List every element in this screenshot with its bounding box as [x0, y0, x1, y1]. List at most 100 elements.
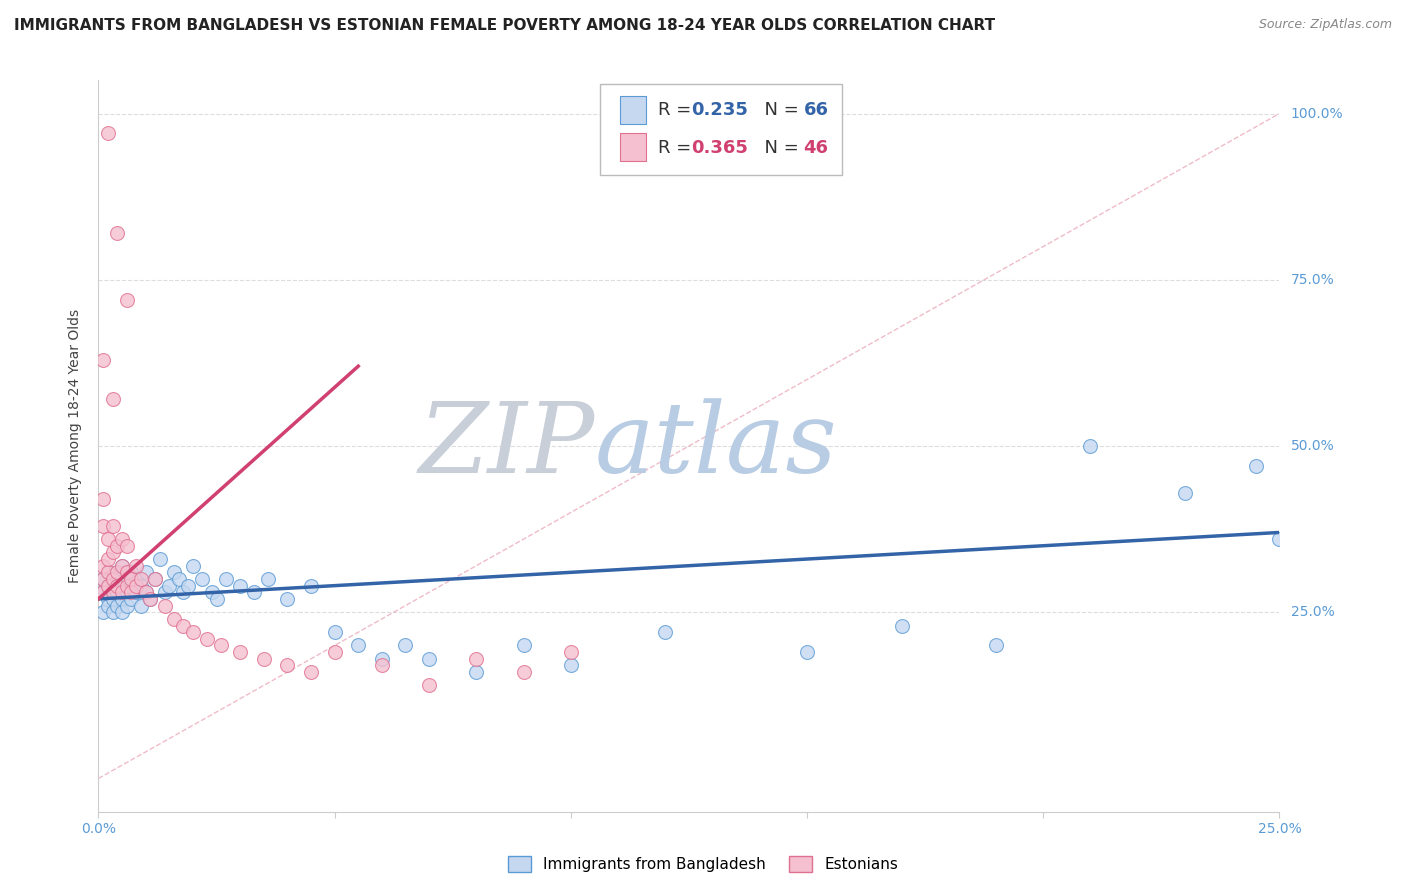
Point: [115, 539, 138, 553]
Point: [111, 605, 134, 619]
Point: [1244, 458, 1267, 473]
Point: [97, 579, 120, 593]
Point: [111, 572, 134, 586]
Point: [560, 658, 582, 673]
Point: [121, 566, 143, 580]
Point: [371, 658, 394, 673]
Point: [205, 591, 228, 606]
Point: [101, 572, 124, 586]
Point: [97, 599, 120, 613]
Text: N =: N =: [752, 102, 804, 120]
Point: [91, 352, 114, 367]
Point: [105, 566, 128, 580]
Point: [1174, 485, 1197, 500]
Point: [101, 591, 124, 606]
Text: IMMIGRANTS FROM BANGLADESH VS ESTONIAN FEMALE POVERTY AMONG 18-24 YEAR OLDS CORR: IMMIGRANTS FROM BANGLADESH VS ESTONIAN F…: [14, 18, 995, 33]
Point: [105, 585, 128, 599]
Point: [135, 566, 157, 580]
Y-axis label: Female Poverty Among 18-24 Year Olds: Female Poverty Among 18-24 Year Olds: [69, 309, 83, 583]
Point: [105, 599, 128, 613]
Point: [91, 572, 114, 586]
Point: [135, 585, 157, 599]
Point: [101, 605, 124, 619]
Point: [121, 591, 143, 606]
Point: [153, 585, 176, 599]
Point: [91, 492, 114, 507]
Point: [125, 558, 148, 573]
Point: [229, 579, 252, 593]
Point: [97, 127, 120, 141]
Point: [167, 572, 190, 586]
Point: [91, 585, 114, 599]
Text: 75.0%: 75.0%: [1291, 273, 1334, 286]
Point: [105, 539, 128, 553]
Point: [191, 572, 214, 586]
Point: [181, 558, 204, 573]
Point: [111, 532, 134, 546]
Point: [97, 566, 120, 580]
Point: [299, 579, 322, 593]
Point: [172, 618, 194, 632]
Point: [796, 645, 818, 659]
Text: 0.235: 0.235: [692, 102, 748, 120]
Point: [111, 591, 134, 606]
Text: ZIP: ZIP: [418, 399, 595, 493]
Point: [97, 579, 120, 593]
Point: [465, 652, 488, 666]
Legend: Immigrants from Bangladesh, Estonians: Immigrants from Bangladesh, Estonians: [501, 848, 905, 880]
Text: 100.0%: 100.0%: [1291, 106, 1343, 120]
Point: [101, 392, 124, 407]
Point: [101, 518, 124, 533]
Point: [172, 585, 194, 599]
Point: [125, 572, 148, 586]
Point: [418, 678, 440, 692]
Point: [512, 639, 534, 653]
Text: R =: R =: [658, 138, 697, 157]
Point: [149, 552, 172, 566]
Point: [135, 585, 157, 599]
Point: [111, 558, 134, 573]
Point: [1268, 532, 1291, 546]
Point: [276, 591, 298, 606]
Point: [129, 579, 152, 593]
Bar: [620, 96, 647, 124]
Point: [257, 572, 280, 586]
Bar: [620, 133, 647, 161]
Point: [654, 625, 676, 640]
Point: [121, 585, 143, 599]
Text: 0.365: 0.365: [692, 138, 748, 157]
Text: 25.0%: 25.0%: [1291, 606, 1334, 619]
Point: [143, 572, 166, 586]
Text: R =: R =: [658, 102, 697, 120]
Point: [153, 599, 176, 613]
Point: [215, 572, 238, 586]
Point: [115, 566, 138, 580]
Text: atlas: atlas: [595, 399, 837, 493]
Point: [115, 599, 138, 613]
Point: [243, 585, 266, 599]
Point: [105, 579, 128, 593]
Point: [890, 618, 912, 632]
Text: 46: 46: [803, 138, 828, 157]
Point: [101, 545, 124, 559]
Point: [129, 572, 152, 586]
Point: [111, 558, 134, 573]
Point: [984, 639, 1007, 653]
Point: [101, 585, 124, 599]
Point: [91, 572, 114, 586]
Point: [121, 572, 143, 586]
Point: [97, 532, 120, 546]
Point: [465, 665, 488, 679]
Point: [276, 658, 298, 673]
Point: [115, 566, 138, 580]
Point: [139, 591, 162, 606]
Point: [111, 585, 134, 599]
Point: [97, 566, 120, 580]
Point: [121, 579, 143, 593]
Point: [115, 579, 138, 593]
Point: [115, 293, 138, 307]
Point: [347, 639, 370, 653]
Text: Source: ZipAtlas.com: Source: ZipAtlas.com: [1258, 18, 1392, 31]
Point: [163, 566, 186, 580]
Point: [91, 558, 114, 573]
